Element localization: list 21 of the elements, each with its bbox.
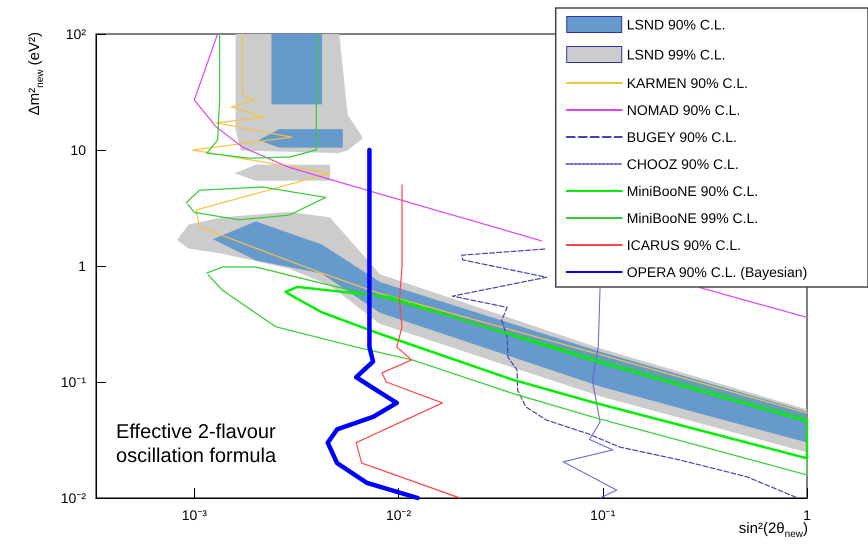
legend-label: CHOOZ 90% C.L. [626, 156, 739, 172]
x-tick-label: 10⁻¹ [590, 507, 616, 523]
legend-label: LSND 99% C.L. [626, 46, 726, 62]
x-tick-label: 1 [803, 507, 812, 523]
y-tick-label: 10 [70, 142, 86, 158]
x-tick-label: 10⁻³ [182, 507, 208, 523]
legend-label: MiniBooNE 90% C.L. [626, 183, 758, 199]
legend-label: KARMEN 90% C.L. [626, 75, 748, 91]
x-tick-label: 10⁻² [386, 507, 412, 523]
y-tick-label: 10⁻¹ [60, 374, 86, 390]
x-axis-title: sin²(2θ$_{new}$) [738, 520, 808, 541]
legend-label: LSND 90% C.L. [626, 16, 726, 32]
legend-label: MiniBooNE 99% C.L. [626, 210, 758, 226]
legend-label: NOMAD 90% C.L. [626, 102, 740, 118]
legend-label: OPERA 90% C.L. (Bayesian) [626, 264, 808, 280]
y-tick-label: 10² [66, 26, 86, 42]
y-tick-label: 10⁻² [60, 490, 86, 506]
y-tick-label: 1 [78, 258, 86, 274]
legend-label: ICARUS 90% C.L. [626, 237, 742, 253]
annotation: Effective 2-flavour oscillation formula [116, 421, 282, 467]
legend-label: BUGEY 90% C.L. [626, 129, 737, 145]
